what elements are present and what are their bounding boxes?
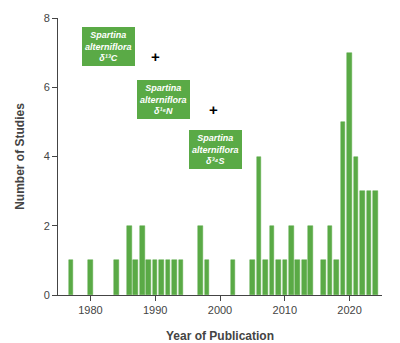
svg-text:2: 2 (44, 220, 50, 232)
svg-text:0: 0 (44, 289, 50, 301)
svg-text:8: 8 (44, 12, 50, 24)
svg-text:2000: 2000 (208, 304, 232, 316)
svg-text:+: + (209, 101, 218, 118)
svg-text:Spartinaalternifloraδ¹³C: Spartinaalternifloraδ¹³C (85, 30, 132, 63)
svg-text:6: 6 (44, 81, 50, 93)
svg-text:Spartinaalternifloraδ³⁴S: Spartinaalternifloraδ³⁴S (192, 133, 239, 166)
svg-text:1980: 1980 (78, 304, 102, 316)
svg-text:1990: 1990 (143, 304, 167, 316)
svg-text:2010: 2010 (273, 304, 297, 316)
svg-text:+: + (151, 48, 160, 65)
svg-text:2020: 2020 (337, 304, 361, 316)
svg-text:Year of Publication: Year of Publication (166, 329, 274, 343)
svg-text:4: 4 (44, 150, 50, 162)
svg-text:Number of Studies: Number of Studies (13, 103, 27, 210)
svg-text:Spartinaalternifloraδ¹⁵N: Spartinaalternifloraδ¹⁵N (140, 83, 187, 116)
